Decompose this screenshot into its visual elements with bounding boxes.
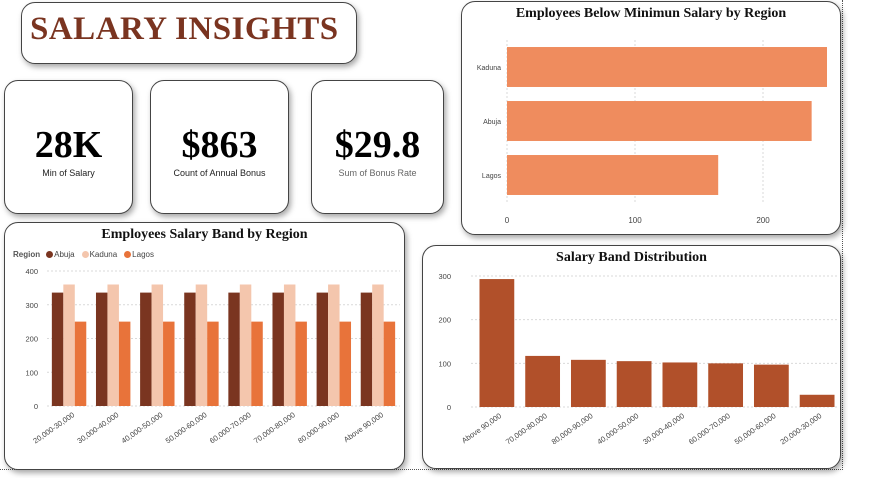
bar-kaduna bbox=[507, 47, 827, 87]
bar-abuja bbox=[507, 101, 812, 141]
bar-abuja bbox=[272, 292, 284, 406]
x-category-label: 60,000-70,000 bbox=[208, 410, 253, 445]
bar-lagos bbox=[118, 321, 131, 406]
y-tick-label: 200 bbox=[25, 335, 38, 344]
bar-abuja bbox=[360, 292, 373, 406]
below-min-salary-chart[interactable]: Employees Below Minimun Salary by Region… bbox=[461, 1, 841, 235]
x-category-label: 40,000-50,000 bbox=[595, 411, 640, 446]
below-min-salary-plot: 0 100 200 Kaduna Abuja Lagos bbox=[477, 40, 827, 225]
x-category-label: 30,000-40,000 bbox=[76, 410, 121, 445]
bar bbox=[525, 355, 561, 407]
y-tick-label: 0 bbox=[34, 402, 38, 411]
x-category-label: 70,000-80,000 bbox=[252, 410, 297, 445]
chart-legend: Region Abuja Kaduna Lagos bbox=[13, 250, 157, 259]
legend-label: Lagos bbox=[132, 250, 154, 259]
x-category-label: 80,000-90,000 bbox=[296, 410, 341, 445]
y-category-label: Lagos bbox=[482, 173, 502, 180]
x-tick-label: 0 bbox=[505, 216, 510, 225]
y-tick-label: 200 bbox=[438, 316, 451, 325]
y-tick-label: 400 bbox=[25, 267, 38, 276]
legend-item-lagos[interactable]: Lagos bbox=[124, 250, 154, 259]
bar-kaduna bbox=[328, 284, 340, 406]
legend-item-kaduna[interactable]: Kaduna bbox=[81, 250, 118, 259]
bar-lagos bbox=[163, 321, 175, 406]
bar-abuja bbox=[316, 292, 329, 406]
bar-kaduna bbox=[239, 284, 252, 406]
x-tick-label: 100 bbox=[628, 216, 642, 225]
bar-kaduna bbox=[283, 284, 296, 406]
bar-abuja bbox=[51, 292, 64, 406]
kpi-value: 28K bbox=[34, 124, 103, 166]
x-category-label: 50,000-60,000 bbox=[733, 411, 778, 446]
bar-lagos bbox=[507, 155, 719, 195]
salary-band-distribution-chart[interactable]: Salary Band Distribution 0 100 200 300 Above… bbox=[422, 245, 841, 469]
bar-lagos bbox=[74, 321, 87, 406]
legend-swatch bbox=[124, 251, 132, 258]
salary-band-distribution-plot: 0 100 200 300 Above 90,000 70,000-80,000 80,00… bbox=[438, 272, 837, 446]
bar-kaduna bbox=[195, 284, 208, 406]
bar bbox=[753, 364, 789, 407]
bar bbox=[708, 363, 744, 407]
bar-kaduna bbox=[107, 284, 119, 406]
bar-lagos bbox=[383, 321, 396, 406]
y-tick-label: 300 bbox=[25, 301, 38, 310]
y-tick-label: 300 bbox=[438, 272, 451, 281]
y-tick-label: 100 bbox=[438, 359, 451, 368]
bar-kaduna bbox=[372, 284, 384, 406]
x-category-label: 70,000-80,000 bbox=[504, 411, 549, 446]
bar bbox=[570, 359, 606, 407]
x-category-label: 60,000-70,000 bbox=[687, 411, 732, 446]
kpi-label: Count of Annual Bonus bbox=[173, 168, 266, 178]
y-tick-label: 100 bbox=[25, 368, 38, 377]
salary-band-region-plot: 0 100 200 300 400 20,000-30,000 30,000-40,000 4… bbox=[25, 267, 400, 445]
bar-abuja bbox=[184, 292, 196, 406]
kpi-card-annual-bonus[interactable]: $863 Count of Annual Bonus bbox=[150, 80, 289, 214]
bar bbox=[662, 362, 698, 407]
y-category-label: Abuja bbox=[483, 119, 501, 126]
legend-swatch bbox=[81, 251, 89, 258]
bar-abuja bbox=[228, 292, 240, 406]
kpi-label: Sum of Bonus Rate bbox=[338, 168, 417, 178]
page-title: SALARY INSIGHTS bbox=[30, 11, 339, 47]
x-tick-label: 200 bbox=[756, 216, 770, 225]
x-category-label: 20,000-30,000 bbox=[31, 410, 76, 445]
chart-title: Employees Below Minimun Salary by Region bbox=[515, 6, 787, 21]
bar bbox=[799, 394, 835, 407]
chart-title: Employees Salary Band by Region bbox=[101, 227, 308, 242]
bar-lagos bbox=[251, 321, 263, 406]
y-tick-label: 0 bbox=[447, 403, 451, 412]
bar-lagos bbox=[339, 321, 352, 406]
y-category-label: Kaduna bbox=[477, 65, 501, 72]
bar-lagos bbox=[207, 321, 219, 406]
legend-swatch bbox=[46, 251, 54, 258]
x-category-label: 20,000-30,000 bbox=[778, 411, 823, 446]
title-card: SALARY INSIGHTS bbox=[21, 2, 357, 64]
x-category-label: 40,000-50,000 bbox=[120, 410, 165, 445]
bar bbox=[616, 361, 652, 407]
kpi-card-bonus-rate[interactable]: $29.8 Sum of Bonus Rate bbox=[311, 80, 444, 214]
x-category-label: Above 90,000 bbox=[342, 410, 385, 444]
bar-abuja bbox=[95, 292, 108, 406]
x-category-label: 30,000-40,000 bbox=[641, 411, 686, 446]
salary-band-region-chart[interactable]: Employees Salary Band by Region Region A… bbox=[4, 222, 405, 470]
legend-title: Region bbox=[13, 250, 41, 259]
bar-lagos bbox=[295, 321, 307, 406]
report-canvas-border bbox=[0, 0, 843, 470]
kpi-value: $29.8 bbox=[334, 124, 421, 166]
kpi-card-min-salary[interactable]: 28K Min of Salary bbox=[4, 80, 133, 214]
x-category-label: 80,000-90,000 bbox=[550, 411, 595, 446]
kpi-value: $863 bbox=[181, 124, 258, 166]
bar-kaduna bbox=[63, 284, 75, 406]
bar bbox=[479, 279, 515, 407]
x-category-label: Above 90,000 bbox=[460, 411, 503, 445]
legend-label: Kaduna bbox=[89, 250, 118, 259]
x-category-label: 50,000-60,000 bbox=[164, 410, 209, 445]
bar-abuja bbox=[140, 292, 152, 406]
kpi-label: Min of Salary bbox=[42, 168, 95, 178]
legend-label: Abuja bbox=[54, 250, 75, 259]
bar-kaduna bbox=[151, 284, 164, 406]
chart-title: Salary Band Distribution bbox=[556, 250, 707, 265]
legend-item-abuja[interactable]: Abuja bbox=[46, 250, 75, 259]
